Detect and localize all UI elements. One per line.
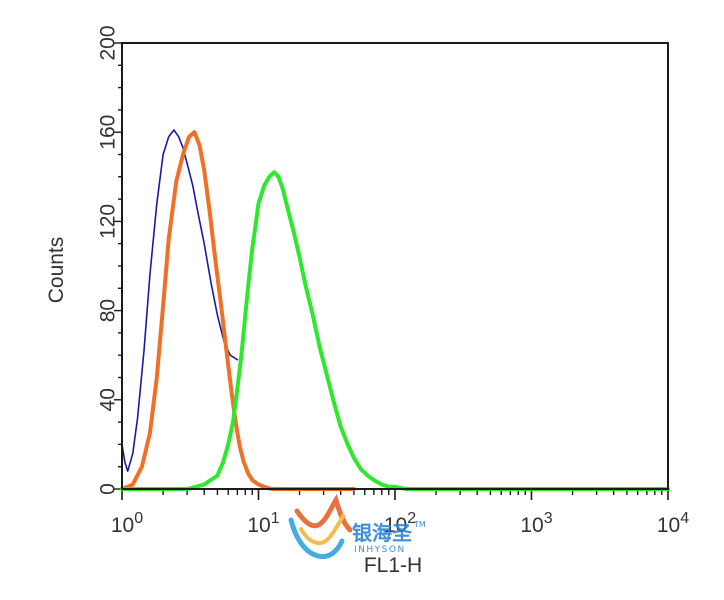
y-tick-label: 40: [97, 388, 120, 411]
plot-frame: [121, 42, 669, 490]
x-axis-title: FL1-H: [364, 554, 422, 577]
series-lines: [120, 129, 670, 491]
x-tick-exponent: 2: [407, 510, 416, 527]
x-tick-base: 10: [520, 514, 543, 537]
x-tick-exponent: 4: [680, 510, 689, 527]
y-axis-title: Counts: [45, 237, 68, 304]
y-tick-label: 0: [97, 483, 120, 495]
series-line-2: [120, 130, 356, 491]
watermark-tm: TM: [413, 520, 426, 529]
x-tick-exponent: 0: [134, 510, 143, 527]
x-tick-exponent: 1: [271, 510, 280, 527]
x-axis-tick-labels: 100 101 102 103 104: [111, 510, 689, 537]
x-tick-exponent: 3: [544, 510, 553, 527]
x-tick-base: 10: [384, 514, 407, 537]
x-tick-label: 104: [657, 510, 689, 537]
x-tick-label: 103: [520, 510, 552, 537]
x-axis-ticks: [121, 489, 669, 500]
x-tick-base: 10: [657, 514, 680, 537]
y-tick-label: 120: [97, 204, 120, 239]
y-tick-label: 200: [97, 25, 120, 60]
y-axis-ticks: [114, 42, 122, 490]
x-tick-base: 10: [247, 514, 270, 537]
x-tick-label: 102: [384, 510, 416, 537]
y-tick-label: 160: [97, 115, 120, 150]
y-tick-label: 80: [97, 299, 120, 322]
x-tick-base: 10: [111, 514, 134, 537]
watermark-logo: 银海圣 TM INHYSON: [288, 493, 426, 560]
x-tick-label: 100: [111, 510, 143, 537]
watermark-brand-cn: 银海圣: [352, 521, 413, 545]
watermark-brand-en: INHYSON: [354, 545, 406, 555]
y-axis-tick-labels: 0 40 80 120 160 200: [97, 25, 120, 494]
x-tick-label: 101: [247, 510, 279, 537]
series-line-1: [121, 129, 239, 473]
logo-mark: [288, 493, 353, 560]
series-line-3: [120, 170, 670, 491]
